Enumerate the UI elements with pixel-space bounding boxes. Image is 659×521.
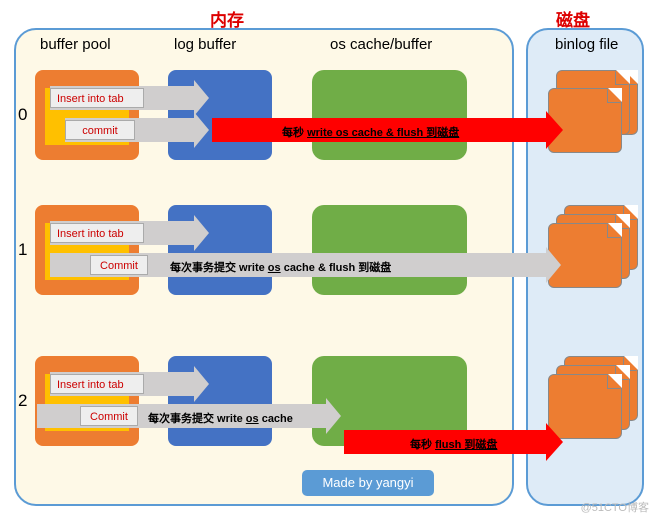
oscache-box-1 — [312, 205, 467, 295]
logbuffer-box-2 — [168, 356, 272, 446]
pill-commit-0: commit — [65, 120, 135, 140]
row-label-1: 1 — [18, 240, 27, 260]
diagram-canvas: 内存 磁盘 buffer pool log buffer os cache/bu… — [0, 0, 659, 521]
oscache-box-0 — [312, 70, 467, 160]
arrow-gray-1-label: 每次事务提交 write os cache & flush 到磁盘 — [170, 259, 391, 275]
arrow-red-0-label: 每秒 write os cache & flush 到磁盘 — [282, 124, 459, 140]
arrow-red-2-label: 每秒 flush 到磁盘 — [410, 436, 497, 452]
col-logbuffer: log buffer — [174, 36, 236, 53]
pill-insert-0: Insert into tab — [50, 88, 144, 108]
bufferpool-box-0 — [35, 70, 139, 160]
logbuffer-box-1 — [168, 205, 272, 295]
bufferpool-box-1 — [35, 205, 139, 295]
col-oscache: os cache/buffer — [330, 36, 432, 53]
row-label-2: 2 — [18, 391, 27, 411]
row-label-0: 0 — [18, 105, 27, 125]
pill-insert-2: Insert into tab — [50, 374, 144, 394]
logbuffer-box-0 — [168, 70, 272, 160]
arrow-gray-2-label: 每次事务提交 write os cache — [148, 410, 293, 426]
col-bufferpool: buffer pool — [40, 36, 111, 53]
col-binlog: binlog file — [555, 36, 618, 53]
made-by-badge: Made by yangyi — [302, 470, 434, 496]
pill-commit-1: Commit — [90, 255, 148, 275]
bufferpool-box-2 — [35, 356, 139, 446]
pill-commit-2: Commit — [80, 406, 138, 426]
watermark: @51CTO博客 — [581, 499, 649, 515]
pill-insert-1: Insert into tab — [50, 223, 144, 243]
